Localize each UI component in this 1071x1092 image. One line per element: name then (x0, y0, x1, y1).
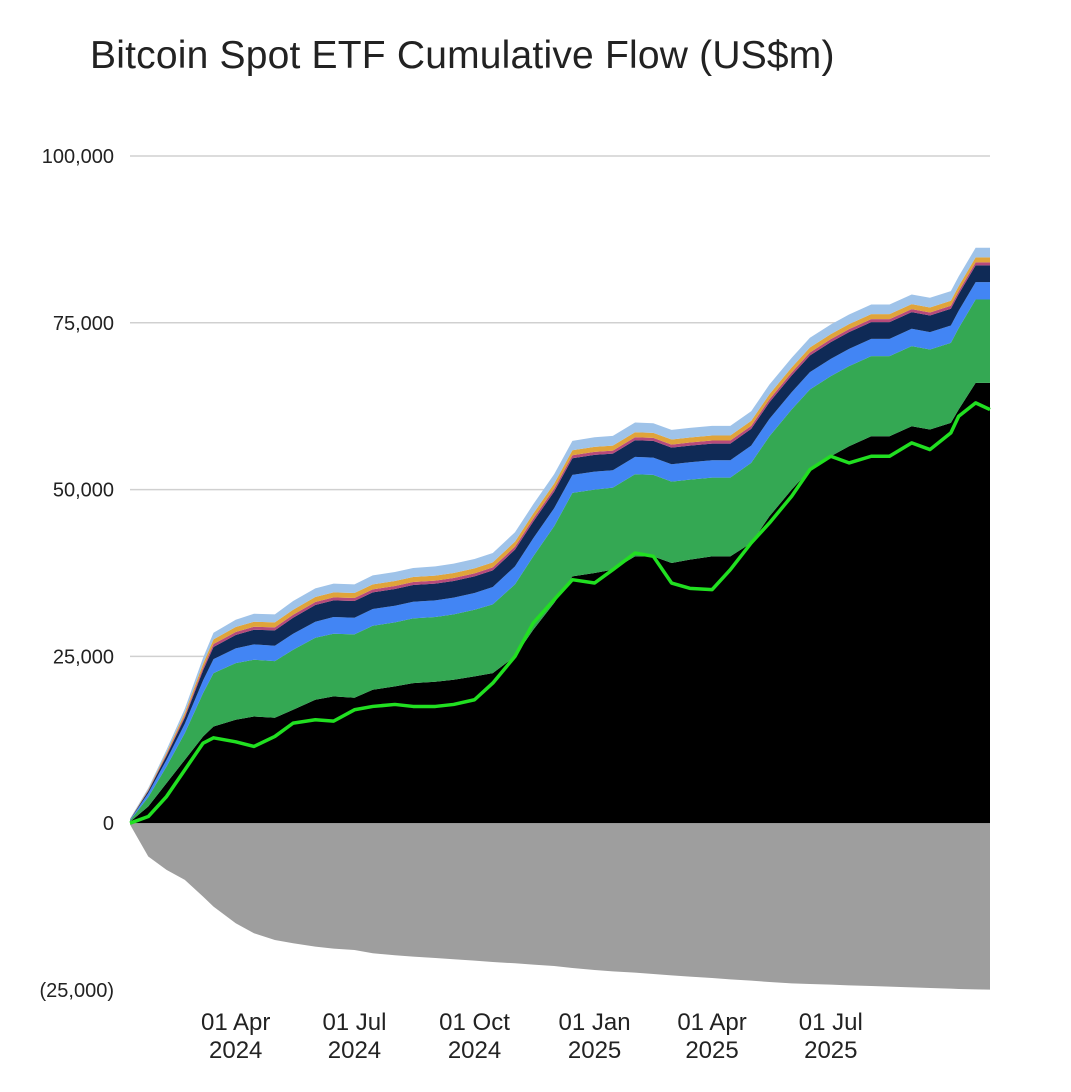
x-tick-label: 01 Jan (559, 1009, 631, 1036)
x-tick-year: 2024 (209, 1037, 262, 1064)
line-series (129, 401, 991, 825)
x-tick-year: 2024 (448, 1037, 501, 1064)
area-series-2 (130, 282, 990, 821)
y-tick-label: 0 (103, 813, 114, 835)
x-tick-label: 01 Jul (799, 1009, 863, 1036)
area-series-6 (130, 247, 990, 820)
area-series-1 (130, 299, 990, 822)
x-tick-year: 2025 (804, 1037, 857, 1064)
y-tick-label: 75,000 (53, 313, 114, 335)
x-tick-year: 2025 (568, 1037, 621, 1064)
x-tick-label: 01 Jul (322, 1009, 386, 1036)
x-tick-year: 2024 (328, 1037, 381, 1064)
area-series-3 (130, 265, 990, 820)
y-tick-label: 100,000 (42, 146, 114, 168)
y-axis-ticks: 100,000 75,000 50,000 25,000 0 (25,000) (40, 146, 115, 1002)
y-tick-label: (25,000) (40, 980, 115, 1002)
stacked-areas (130, 247, 990, 990)
x-tick-year: 2025 (685, 1037, 738, 1064)
y-tick-label: 50,000 (53, 480, 114, 502)
x-tick-label: 01 Apr (677, 1009, 746, 1036)
y-tick-label: 25,000 (53, 646, 114, 668)
x-tick-label: 01 Oct (439, 1009, 510, 1036)
area-series-7 (130, 823, 990, 990)
area-series-0 (130, 382, 990, 824)
x-tick-label: 01 Apr (201, 1009, 270, 1036)
chart-title: Bitcoin Spot ETF Cumulative Flow (US$m) (90, 34, 835, 77)
line-series-8 (129, 401, 991, 825)
